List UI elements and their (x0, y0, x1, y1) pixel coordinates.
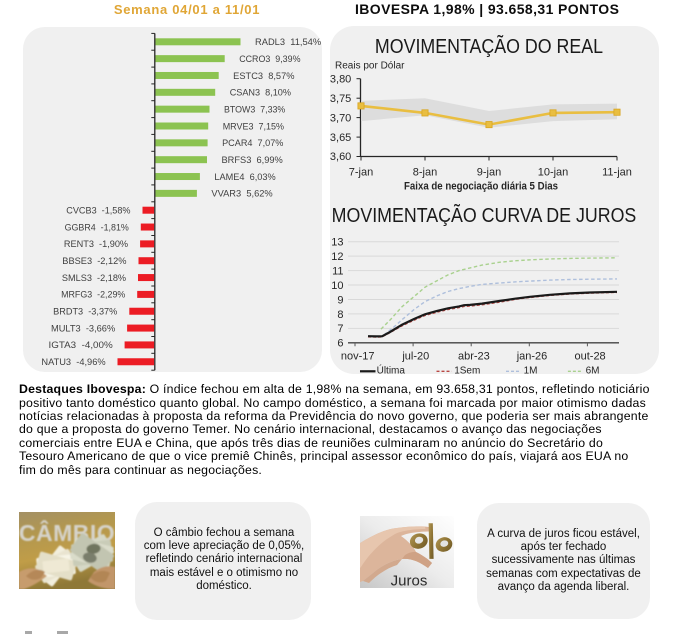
svg-text:BTOW3 7,33%: BTOW3 7,33% (224, 104, 285, 114)
svg-text:13: 13 (331, 237, 343, 249)
svg-text:out-28: out-28 (574, 351, 605, 363)
svg-text:3,75: 3,75 (330, 93, 351, 105)
svg-text:RADL3 11,54%: RADL3 11,54% (255, 37, 321, 47)
svg-text:NATU3 -4,96%: NATU3 -4,96% (41, 357, 105, 367)
svg-text:Juros: Juros (391, 573, 428, 590)
svg-text:abr-23: abr-23 (458, 351, 490, 363)
svg-text:11-jan: 11-jan (602, 167, 632, 179)
svg-text:8-jan: 8-jan (413, 167, 437, 179)
svg-text:1M: 1M (524, 366, 538, 375)
svg-text:3,70: 3,70 (330, 112, 351, 124)
svg-text:LAME4 6,03%: LAME4 6,03% (214, 172, 275, 182)
svg-text:IGTA3 -4,00%: IGTA3 -4,00% (49, 340, 113, 350)
svg-text:BRFS3 6,99%: BRFS3 6,99% (222, 155, 283, 165)
svg-text:SMLS3 -2,18%: SMLS3 -2,18% (62, 273, 126, 283)
svg-text:jan-26: jan-26 (516, 351, 548, 363)
svg-text:9-jan: 9-jan (477, 167, 501, 179)
svg-text:Última: Última (377, 364, 406, 375)
svg-text:RENT3 -1,90%: RENT3 -1,90% (64, 239, 128, 249)
svg-text:7-jan: 7-jan (349, 167, 373, 179)
svg-text:12: 12 (331, 251, 343, 263)
svg-text:BBSE3 -2,12%: BBSE3 -2,12% (62, 256, 126, 266)
svg-text:CCRO3 9,39%: CCRO3 9,39% (239, 54, 300, 64)
svg-text:11: 11 (332, 266, 343, 278)
svg-text:3,60: 3,60 (330, 151, 351, 163)
svg-text:CSAN3 8,10%: CSAN3 8,10% (230, 88, 291, 98)
svg-text:MRFG3 -2,29%: MRFG3 -2,29% (61, 290, 125, 300)
svg-text:9: 9 (337, 294, 343, 306)
svg-text:BRDT3 -3,37%: BRDT3 -3,37% (53, 307, 117, 317)
svg-text:6: 6 (337, 338, 343, 350)
svg-text:ESTC3 8,57%: ESTC3 8,57% (233, 71, 294, 81)
svg-text:jul-20: jul-20 (401, 351, 429, 363)
svg-text:Faixa de negociação diária 5 D: Faixa de negociação diária 5 Dias (404, 181, 558, 193)
svg-text:10-jan: 10-jan (538, 167, 569, 179)
svg-text:MRVE3 7,15%: MRVE3 7,15% (223, 121, 284, 131)
svg-text:nov-17: nov-17 (341, 351, 375, 363)
svg-text:3,65: 3,65 (330, 132, 351, 144)
svg-text:PCAR4 7,07%: PCAR4 7,07% (222, 138, 283, 148)
svg-text:MULT3 -3,66%: MULT3 -3,66% (51, 323, 115, 333)
svg-text:10: 10 (331, 280, 343, 292)
svg-text:Reais por Dólar: Reais por Dólar (335, 61, 405, 72)
svg-text:1Sem: 1Sem (454, 366, 480, 375)
svg-text:GGBR4 -1,81%: GGBR4 -1,81% (65, 222, 129, 232)
svg-text:8: 8 (337, 309, 343, 321)
svg-text:CVCB3 -1,58%: CVCB3 -1,58% (66, 206, 130, 216)
svg-text:6M: 6M (586, 366, 600, 375)
svg-text:VVAR3 5,62%: VVAR3 5,62% (211, 189, 272, 199)
svg-text:3,80: 3,80 (330, 73, 351, 85)
svg-text:7: 7 (337, 323, 343, 335)
